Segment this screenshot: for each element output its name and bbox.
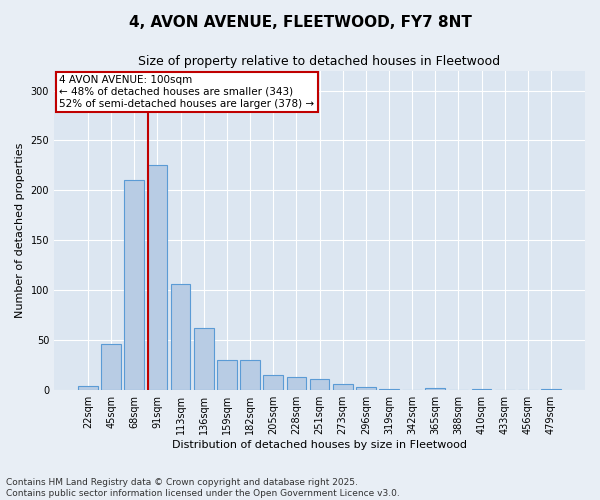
Bar — [541, 389, 561, 390]
Bar — [78, 386, 98, 390]
Text: Contains HM Land Registry data © Crown copyright and database right 2025.
Contai: Contains HM Land Registry data © Crown c… — [6, 478, 400, 498]
Bar — [333, 384, 353, 390]
Bar — [425, 388, 445, 390]
Bar — [379, 389, 399, 390]
Bar — [240, 360, 260, 390]
Y-axis label: Number of detached properties: Number of detached properties — [15, 142, 25, 318]
Bar — [124, 180, 144, 390]
Bar — [287, 377, 306, 390]
Bar — [101, 344, 121, 390]
X-axis label: Distribution of detached houses by size in Fleetwood: Distribution of detached houses by size … — [172, 440, 467, 450]
Bar — [194, 328, 214, 390]
Text: 4 AVON AVENUE: 100sqm
← 48% of detached houses are smaller (343)
52% of semi-det: 4 AVON AVENUE: 100sqm ← 48% of detached … — [59, 76, 314, 108]
Bar — [310, 379, 329, 390]
Bar — [148, 166, 167, 390]
Bar — [472, 389, 491, 390]
Bar — [217, 360, 237, 390]
Bar — [171, 284, 190, 390]
Text: 4, AVON AVENUE, FLEETWOOD, FY7 8NT: 4, AVON AVENUE, FLEETWOOD, FY7 8NT — [128, 15, 472, 30]
Title: Size of property relative to detached houses in Fleetwood: Size of property relative to detached ho… — [139, 55, 500, 68]
Bar — [263, 375, 283, 390]
Bar — [356, 387, 376, 390]
